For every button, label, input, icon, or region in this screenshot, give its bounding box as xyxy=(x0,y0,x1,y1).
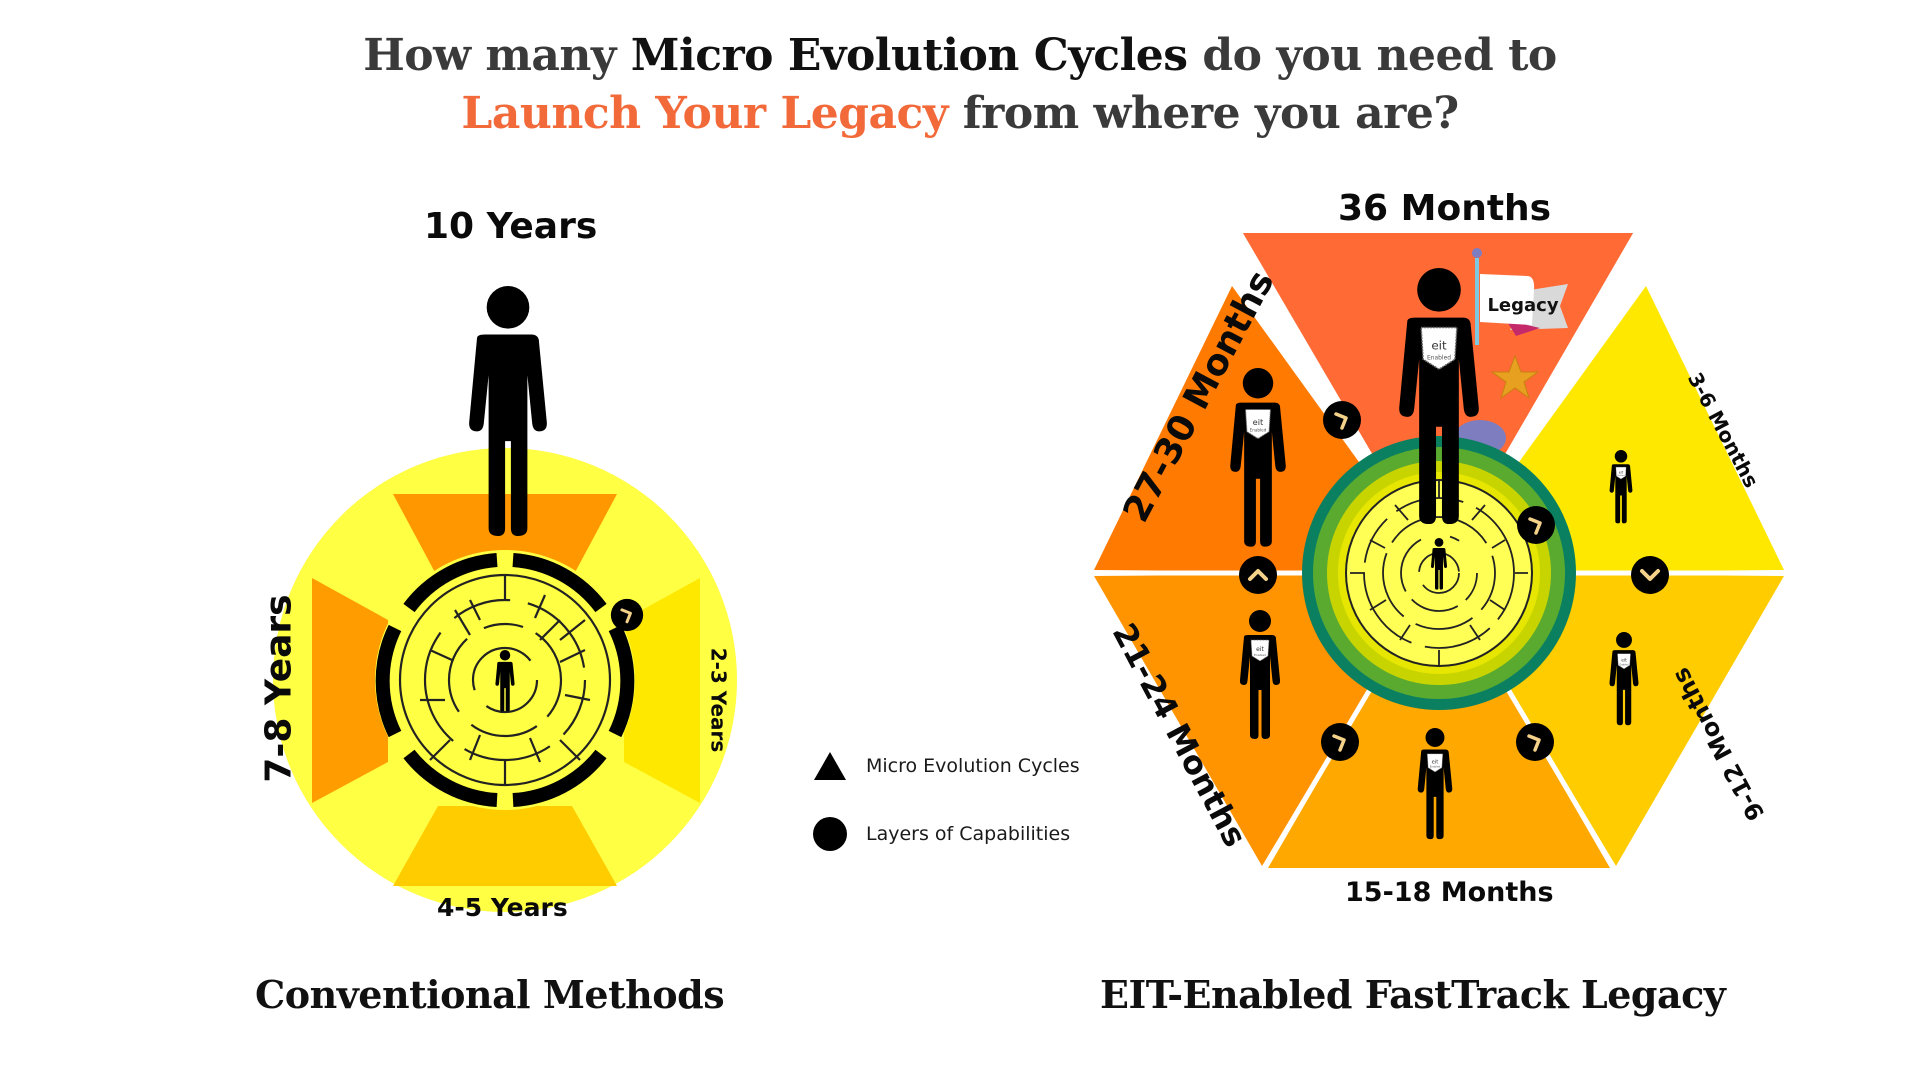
conv-label-right: 2-3 Years xyxy=(706,647,731,753)
conv-label-bottom: 4-5 Years xyxy=(437,893,568,922)
headline-line-2: Launch Your Legacy from where you are? xyxy=(0,88,1920,139)
headline-line-1: How many Micro Evolution Cycles do you n… xyxy=(0,30,1920,81)
hex-label-bottom: 15-18 Months xyxy=(1345,877,1554,908)
conv-label-left: 7-8 Years xyxy=(258,594,300,783)
legacy-flag: Legacy xyxy=(1472,248,1568,345)
legend-label-cycles: Micro Evolution Cycles xyxy=(866,755,1080,777)
clock-icon-lower-right xyxy=(1515,722,1555,762)
headline-pre: How many xyxy=(363,30,631,81)
caption-fasttrack: EIT-Enabled FastTrack Legacy xyxy=(1100,972,1726,1017)
hex-bottom-cycle xyxy=(1268,573,1610,868)
clock-icon-lower-left xyxy=(1320,722,1360,762)
fasttrack-diagram: Legacy xyxy=(1094,231,1784,870)
headline-accent: Launch Your Legacy xyxy=(461,88,948,139)
circle-icon xyxy=(812,816,848,852)
conv-top-cycle xyxy=(393,494,617,578)
clock-icon-upper-left xyxy=(1322,400,1362,440)
conv-right-cycle xyxy=(624,578,700,803)
chevron-down-icon xyxy=(1630,555,1670,595)
headline-strong: Micro Evolution Cycles xyxy=(630,30,1188,81)
chevron-up-icon xyxy=(1238,555,1278,595)
caption-conventional: Conventional Methods xyxy=(255,972,725,1017)
headline-line2-post: from where you are? xyxy=(947,88,1459,139)
legend-item-cycles: Micro Evolution Cycles xyxy=(812,748,1080,784)
fasttrack-capability-rings xyxy=(1302,436,1576,710)
headline-post: do you need to xyxy=(1187,30,1557,81)
fasttrack-maze xyxy=(1350,480,1528,666)
conv-bottom-cycle xyxy=(393,806,617,886)
star-icon xyxy=(1490,354,1540,400)
flag-text: Legacy xyxy=(1487,295,1558,316)
conv-label-top: 10 Years xyxy=(424,206,598,247)
conv-maze xyxy=(398,573,612,787)
legend-label-layers: Layers of Capabilities xyxy=(866,823,1071,845)
legend-item-layers: Layers of Capabilities xyxy=(812,816,1070,852)
triangle-icon xyxy=(812,748,848,784)
clock-icon-upper-right xyxy=(1516,505,1556,545)
conv-left-cycle xyxy=(312,578,388,803)
conv-capability-rings xyxy=(375,553,635,807)
hex-label-top: 36 Months xyxy=(1338,188,1552,229)
conv-clock-icon xyxy=(610,598,644,632)
conventional-diagram xyxy=(273,286,737,912)
